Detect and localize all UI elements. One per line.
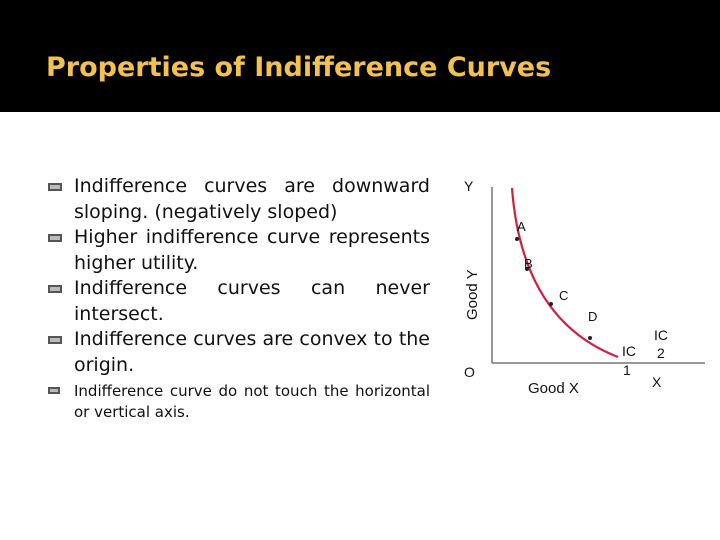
x-axis-letter: X [652,374,662,390]
bullet-item: Indifference curves are downward sloping… [48,174,430,225]
point-d-label: D [588,309,597,324]
point-a-label: A [517,219,526,234]
bullet-icon [48,387,60,394]
bullet-icon [48,234,62,242]
ic2-label-line2: 2 [657,345,665,361]
bullet-text: Indifference curves are convex to the or… [74,328,430,376]
y-axis-letter: Y [464,178,474,194]
point-c-marker [549,302,553,306]
bullet-item: Indifference curves are convex to the or… [48,327,430,378]
bullet-text: Higher indifference curve represents hig… [74,226,430,274]
bullet-icon [48,183,62,191]
bullet-icon [48,336,62,344]
bullet-text: Indifference curves can never intersect. [74,277,430,325]
ic1-label-line1: IC [622,343,636,359]
bullet-item: Indifference curves can never intersect. [48,276,430,327]
ic1-curve [510,187,619,359]
ic1-label-line2: 1 [623,362,631,378]
point-b-label: B [524,256,533,271]
point-a-marker [515,237,519,241]
bullet-text: Indifference curves are downward sloping… [74,175,430,223]
y-axis-label: Good Y [464,269,481,320]
bullet-item: Indifference curve do not touch the hori… [48,381,430,423]
bullet-item: Higher indifference curve represents hig… [48,225,430,276]
title-bar: Properties of Indifference Curves [0,0,720,112]
ic2-label-line1: IC [654,327,668,343]
page-title: Properties of Indifference Curves [46,52,552,83]
point-c-label: C [559,288,568,303]
bullet-list: Indifference curves are downward sloping… [48,174,430,423]
x-axis-label: Good X [528,380,579,397]
point-b-marker [525,267,529,271]
origin-label: O [464,364,475,380]
indifference-curve-diagram: Y Good Y O Good X X A B C D IC 1 IC 2 [464,178,705,397]
point-d-marker [588,336,592,340]
bullet-text: Indifference curve do not touch the hori… [74,382,430,421]
bullet-icon [48,285,62,293]
